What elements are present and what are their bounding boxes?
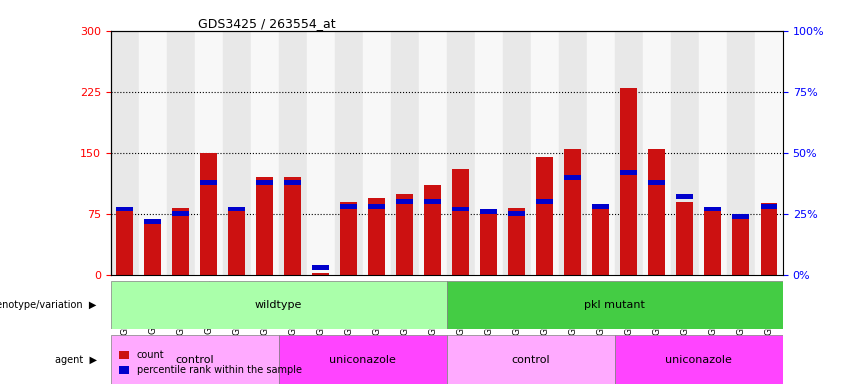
Bar <box>256 180 273 185</box>
Bar <box>620 88 637 275</box>
Bar <box>587 31 614 275</box>
Bar <box>117 212 133 275</box>
Bar <box>727 31 755 275</box>
FancyBboxPatch shape <box>111 335 279 384</box>
Bar <box>145 222 161 275</box>
Bar <box>117 207 133 212</box>
Bar <box>172 208 189 275</box>
Text: control: control <box>511 354 550 364</box>
FancyBboxPatch shape <box>111 281 447 329</box>
FancyBboxPatch shape <box>447 335 614 384</box>
Bar <box>200 180 217 185</box>
Bar <box>592 208 609 275</box>
Bar <box>368 204 386 209</box>
Text: genotype/variation  ▶: genotype/variation ▶ <box>0 300 97 310</box>
FancyBboxPatch shape <box>614 335 783 384</box>
Bar <box>340 204 357 209</box>
Bar <box>397 194 414 275</box>
Text: control: control <box>175 354 214 364</box>
Bar <box>167 31 195 275</box>
Bar <box>145 219 161 223</box>
Text: GDS3425 / 263554_at: GDS3425 / 263554_at <box>198 17 335 30</box>
Bar <box>648 180 665 185</box>
Bar <box>200 153 217 275</box>
Bar <box>761 203 777 275</box>
Bar <box>536 157 553 275</box>
Bar <box>228 208 245 275</box>
Bar <box>761 204 777 209</box>
Bar <box>425 199 441 204</box>
Bar <box>368 198 386 275</box>
Bar <box>475 31 503 275</box>
Bar <box>447 31 475 275</box>
Bar <box>677 194 694 199</box>
FancyBboxPatch shape <box>279 335 447 384</box>
Bar <box>334 31 363 275</box>
Bar <box>312 273 329 275</box>
Bar <box>705 208 722 275</box>
Bar <box>139 31 167 275</box>
Bar <box>508 208 525 275</box>
Bar <box>284 177 301 275</box>
Bar <box>531 31 559 275</box>
Bar <box>559 31 587 275</box>
Bar <box>111 31 139 275</box>
Bar <box>536 199 553 204</box>
Bar <box>195 31 223 275</box>
Bar <box>251 31 279 275</box>
Bar <box>614 31 643 275</box>
Bar <box>677 202 694 275</box>
Bar <box>172 212 189 216</box>
Bar <box>228 207 245 212</box>
FancyBboxPatch shape <box>447 281 783 329</box>
Bar <box>733 214 750 219</box>
Bar <box>278 31 306 275</box>
Bar <box>453 207 469 212</box>
Bar <box>705 207 722 212</box>
Bar <box>648 149 665 275</box>
Bar <box>620 170 637 175</box>
Bar <box>564 175 581 180</box>
Bar <box>306 31 334 275</box>
Bar <box>671 31 699 275</box>
Bar <box>425 185 441 275</box>
Bar <box>508 212 525 216</box>
Bar <box>564 149 581 275</box>
Bar <box>453 169 469 275</box>
Bar <box>503 31 531 275</box>
Text: pkl mutant: pkl mutant <box>585 300 645 310</box>
Legend: count, percentile rank within the sample: count, percentile rank within the sample <box>116 346 306 379</box>
Bar <box>284 180 301 185</box>
Bar <box>223 31 251 275</box>
Bar <box>699 31 727 275</box>
Bar <box>592 204 609 209</box>
Bar <box>397 199 414 204</box>
Bar <box>480 209 497 214</box>
Text: uniconazole: uniconazole <box>329 354 397 364</box>
Text: uniconazole: uniconazole <box>665 354 733 364</box>
Bar <box>733 214 750 275</box>
Text: wildtype: wildtype <box>255 300 302 310</box>
Bar <box>256 177 273 275</box>
Bar <box>480 210 497 275</box>
Bar <box>643 31 671 275</box>
Bar <box>419 31 447 275</box>
Bar <box>391 31 419 275</box>
Bar <box>340 202 357 275</box>
Bar <box>363 31 391 275</box>
Bar <box>312 265 329 270</box>
Bar <box>755 31 783 275</box>
Text: agent  ▶: agent ▶ <box>54 354 97 364</box>
